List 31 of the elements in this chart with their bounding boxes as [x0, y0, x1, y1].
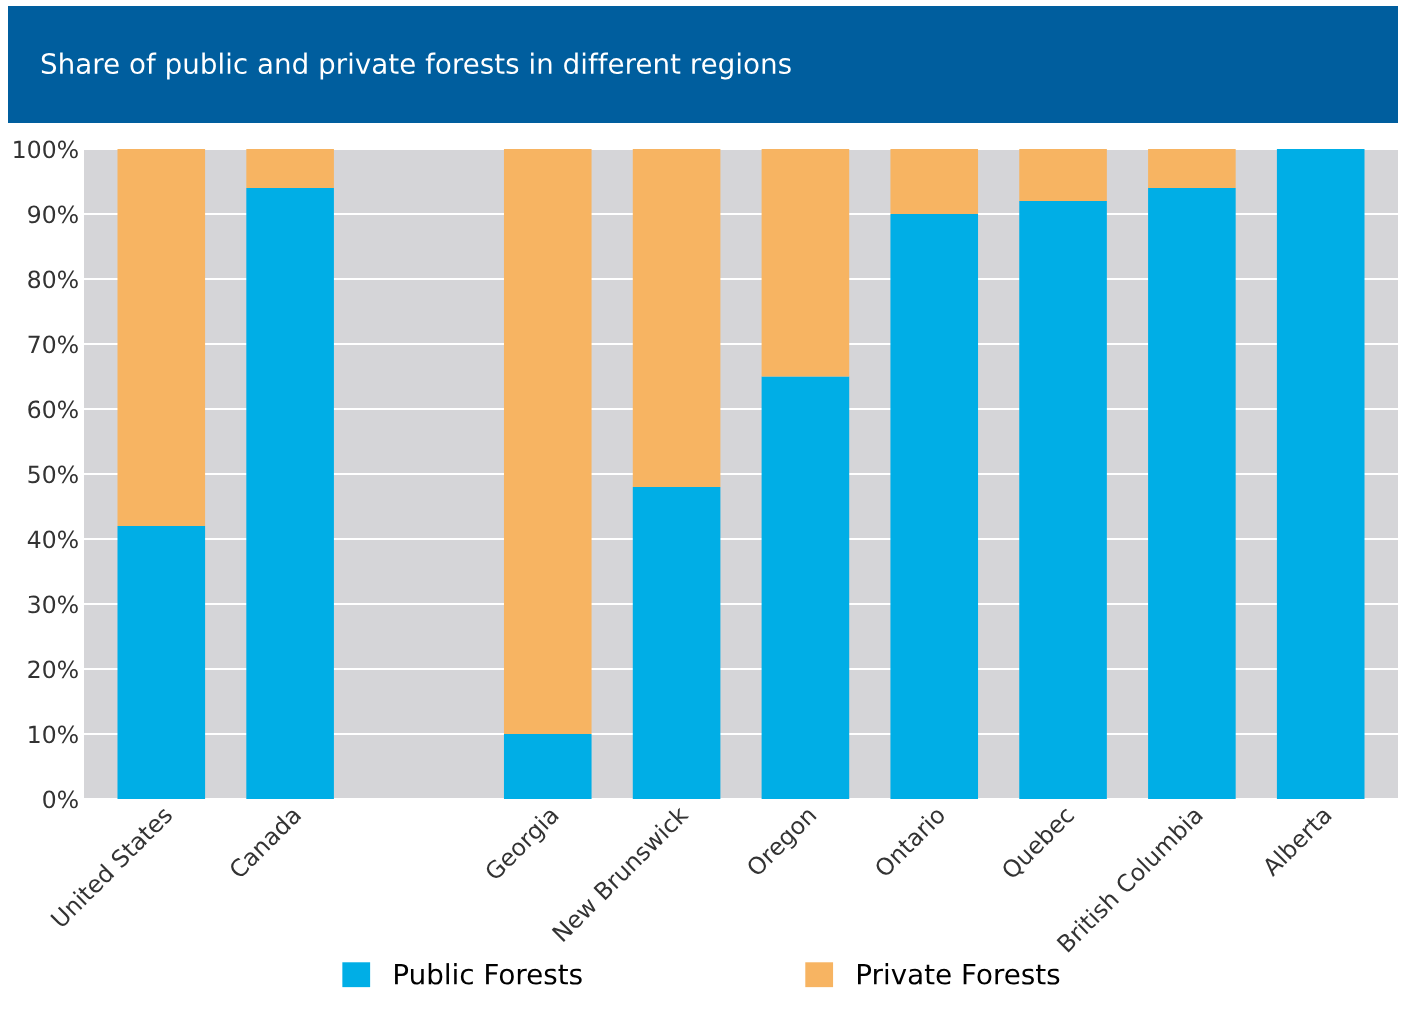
- bar: [632, 149, 721, 487]
- y-tick-label: 60%: [28, 400, 78, 419]
- y-tick-label: 0%: [43, 790, 78, 809]
- bar: [890, 214, 979, 799]
- y-tick-label: 80%: [28, 270, 78, 289]
- bar: [761, 376, 850, 799]
- y-tick-label: 10%: [29, 725, 78, 744]
- bar: [761, 149, 850, 377]
- bar: [890, 149, 979, 214]
- bar: [117, 149, 206, 526]
- y-tick-label: 40%: [27, 530, 78, 549]
- bar: [246, 149, 334, 188]
- y-tick-label: 90%: [28, 205, 78, 224]
- chart-title: Share of public and private forests in different regions: [41, 52, 791, 80]
- bar: [1019, 149, 1107, 201]
- legend-label: Public Forests: [395, 963, 582, 985]
- bar: [632, 487, 721, 799]
- bar: [1276, 149, 1365, 799]
- bar: [1148, 149, 1236, 188]
- y-tick-label: 100%: [14, 140, 78, 159]
- y-tick-label: 20%: [28, 660, 78, 679]
- bar: [503, 734, 592, 799]
- y-tick-label: 50%: [28, 465, 78, 484]
- y-tick-label: 70%: [28, 335, 78, 354]
- bar: [246, 188, 334, 799]
- bar: [117, 526, 206, 799]
- legend-label: Private Forests: [858, 963, 1060, 985]
- bar: [1019, 201, 1107, 799]
- bar: [1148, 188, 1236, 799]
- y-tick-label: 30%: [28, 595, 78, 614]
- bar: [503, 149, 592, 734]
